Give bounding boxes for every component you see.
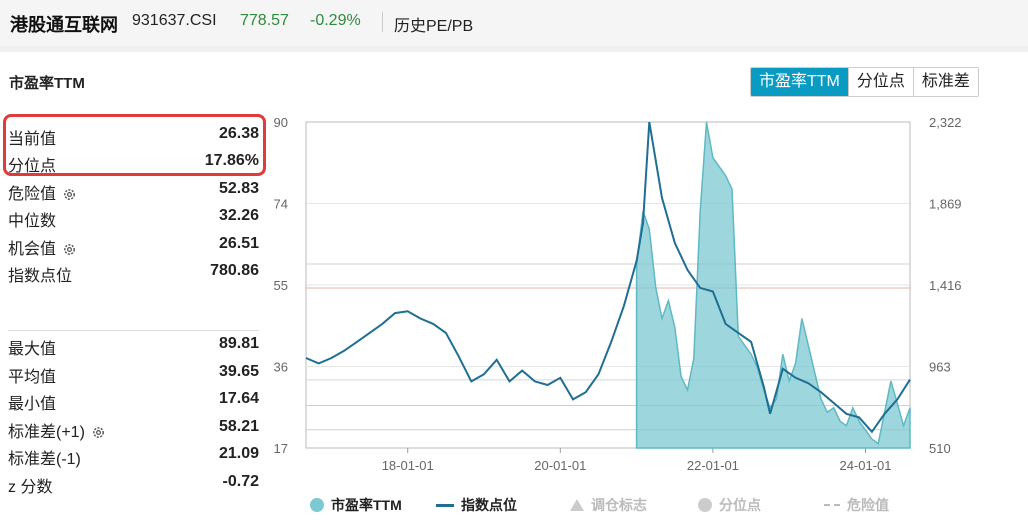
legend-label: 调仓标志 bbox=[591, 497, 647, 513]
y-axis-left-labels: 90 74 55 36 17 bbox=[274, 115, 288, 456]
stat-max: 最大值 89.81 bbox=[8, 332, 259, 358]
stat-std-plus: 标准差(+1) 58.21 bbox=[8, 415, 259, 441]
stat-value: 780.86 bbox=[210, 262, 259, 279]
x-tick-label: 22-01-01 bbox=[687, 458, 739, 473]
pe-ttm-area bbox=[635, 121, 911, 449]
stat-min: 最小值 17.64 bbox=[8, 387, 259, 413]
stat-label: 最大值 bbox=[8, 341, 57, 358]
highlight-box bbox=[3, 114, 266, 176]
y-right-tick-label: 1,416 bbox=[929, 278, 962, 293]
circle-icon bbox=[698, 498, 712, 512]
valuation-panel: 市盈率TTM 市盈率TTM 分位点 标准差 当前值 26.38 分位点 17.8… bbox=[0, 52, 1028, 522]
index-code: 931637.CSI bbox=[132, 12, 217, 29]
y-left-tick-label: 74 bbox=[274, 197, 288, 212]
stat-label: 指数点位 bbox=[8, 268, 73, 285]
legend-item-pe[interactable]: 市盈率TTM bbox=[310, 495, 402, 515]
stat-value: 58.21 bbox=[218, 418, 259, 435]
y-right-tick-label: 2,322 bbox=[929, 115, 962, 130]
x-axis-labels: 18-01-01 20-01-01 22-01-01 24-01-01 bbox=[382, 448, 892, 473]
stat-label: z 分数 bbox=[8, 479, 53, 496]
stat-label: 危险值 bbox=[8, 186, 57, 203]
index-point-line bbox=[305, 121, 911, 434]
stat-value: 89.81 bbox=[218, 335, 259, 352]
y-axis-right-labels: 2,322 1,869 1,416 963 510 bbox=[929, 115, 962, 456]
stat-index-point: 指数点位 780.86 bbox=[8, 259, 259, 285]
stat-label: 标准差(-1) bbox=[8, 451, 81, 468]
stat-value: 52.83 bbox=[218, 180, 259, 197]
stat-value: 17.64 bbox=[218, 390, 259, 407]
stat-value: 39.65 bbox=[218, 363, 259, 380]
dashed-line-icon bbox=[824, 504, 840, 506]
stat-value: 21.09 bbox=[218, 445, 259, 462]
section-title: 市盈率TTM bbox=[9, 75, 85, 92]
history-pe-pb-link[interactable]: 历史PE/PB bbox=[394, 18, 474, 35]
legend-item-rebalance[interactable]: 调仓标志 bbox=[570, 495, 647, 515]
tab-percentile[interactable]: 分位点 bbox=[847, 68, 913, 96]
tab-pe-ttm[interactable]: 市盈率TTM bbox=[751, 68, 848, 96]
stat-value: 26.51 bbox=[218, 235, 259, 252]
line-icon bbox=[436, 503, 454, 507]
stat-value: -0.72 bbox=[222, 473, 259, 490]
stat-label: 当前值 bbox=[8, 131, 57, 148]
index-change: -0.29% bbox=[310, 12, 361, 29]
stat-value: 17.86% bbox=[204, 152, 259, 169]
index-price: 778.57 bbox=[240, 12, 289, 29]
y-left-tick-label: 17 bbox=[274, 441, 288, 456]
triangle-icon bbox=[570, 499, 584, 511]
stat-label: 最小值 bbox=[8, 396, 57, 413]
stat-label: 平均值 bbox=[8, 369, 57, 386]
y-right-tick-label: 1,869 bbox=[929, 197, 962, 212]
x-tick-label: 20-01-01 bbox=[534, 458, 586, 473]
y-left-tick-label: 55 bbox=[274, 278, 288, 293]
y-right-tick-label: 963 bbox=[929, 360, 951, 375]
legend-item-index[interactable]: 指数点位 bbox=[436, 495, 517, 515]
metric-tab-group: 市盈率TTM 分位点 标准差 bbox=[750, 67, 979, 97]
stat-median: 中位数 32.26 bbox=[8, 204, 259, 230]
y-left-tick-label: 90 bbox=[274, 115, 288, 130]
stat-danger: 危险值 52.83 bbox=[8, 177, 259, 203]
y-left-tick-label: 36 bbox=[274, 360, 288, 375]
legend-item-danger[interactable]: 危险值 bbox=[824, 495, 889, 515]
stat-percentile: 分位点 17.86% bbox=[8, 149, 259, 175]
stat-std-minus: 标准差(-1) 21.09 bbox=[8, 442, 259, 468]
legend-label: 分位点 bbox=[719, 497, 761, 513]
stat-opportunity: 机会值 26.51 bbox=[8, 232, 259, 258]
stat-mean: 平均值 39.65 bbox=[8, 360, 259, 386]
stats-divider bbox=[8, 330, 259, 331]
page-header: 港股通互联网 931637.CSI 778.57 -0.29% 历史PE/PB bbox=[0, 0, 1028, 46]
stat-label: 中位数 bbox=[8, 213, 57, 230]
stat-value: 32.26 bbox=[218, 207, 259, 224]
gear-icon[interactable] bbox=[62, 242, 77, 257]
header-divider bbox=[382, 12, 383, 32]
circle-icon bbox=[310, 498, 324, 512]
legend-item-percentile[interactable]: 分位点 bbox=[698, 495, 761, 515]
legend-label: 市盈率TTM bbox=[331, 497, 402, 513]
stat-value: 26.38 bbox=[218, 125, 259, 142]
legend-label: 危险值 bbox=[847, 497, 889, 513]
stat-label: 分位点 bbox=[8, 158, 57, 175]
x-tick-label: 18-01-01 bbox=[382, 458, 434, 473]
tab-std-dev[interactable]: 标准差 bbox=[912, 68, 978, 96]
y-right-tick-label: 510 bbox=[929, 441, 951, 456]
legend-label: 指数点位 bbox=[461, 497, 517, 513]
gear-icon[interactable] bbox=[62, 187, 77, 202]
gear-icon[interactable] bbox=[91, 425, 106, 440]
stat-current: 当前值 26.38 bbox=[8, 122, 259, 148]
pe-chart[interactable]: 90 74 55 36 17 2,322 1,869 1,416 963 510 18-01-0… bbox=[262, 114, 982, 489]
stat-label: 标准差(+1) bbox=[8, 424, 85, 441]
stat-label: 机会值 bbox=[8, 241, 57, 258]
x-tick-label: 24-01-01 bbox=[839, 458, 891, 473]
index-name: 港股通互联网 bbox=[10, 15, 118, 35]
stat-zscore: z 分数 -0.72 bbox=[8, 470, 259, 496]
